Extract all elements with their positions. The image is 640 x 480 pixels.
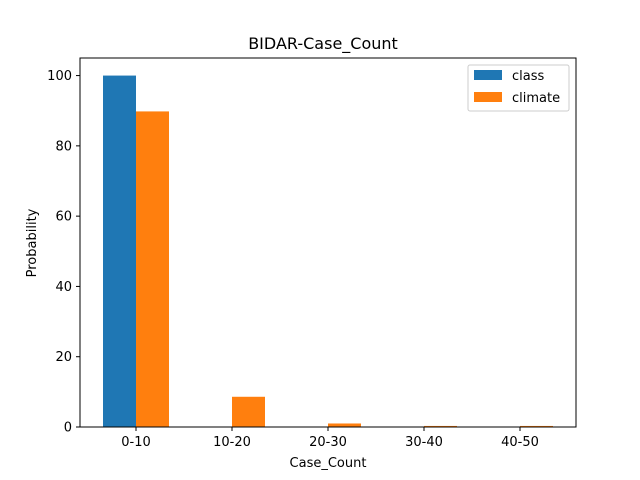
x-tick-label: 30-40 — [405, 435, 443, 450]
bar-class-0-10 — [103, 75, 136, 428]
legend-swatch-climate — [474, 92, 502, 102]
bar-climate-30-40 — [424, 425, 457, 427]
x-axis-label: Case_Count — [290, 456, 367, 471]
chart-title: BIDAR-Case_Count — [248, 34, 398, 54]
y-tick-label: 80 — [55, 139, 72, 154]
y-tick-label: 40 — [55, 280, 72, 295]
legend: class climate — [467, 64, 570, 112]
y-tick-label: 60 — [55, 210, 72, 225]
x-tick-label: 10-20 — [213, 435, 251, 450]
bar-climate-0-10 — [136, 111, 169, 427]
plot-frame — [79, 57, 577, 428]
x-tick-label: 40-50 — [501, 435, 539, 450]
y-axis-ticks: 0 20 40 60 80 100 — [47, 69, 80, 436]
y-tick-label: 20 — [55, 350, 72, 365]
legend-swatch-class — [474, 70, 502, 80]
bar-climate-20-30 — [328, 423, 361, 427]
legend-label-class: class — [512, 69, 544, 84]
x-tick-label: 20-30 — [309, 435, 347, 450]
y-tick-label: 0 — [64, 421, 72, 436]
bars-group — [103, 75, 553, 428]
bar-climate-10-20 — [232, 396, 265, 427]
y-tick-label: 100 — [47, 69, 72, 84]
bar-climate-40-50 — [520, 425, 553, 427]
legend-label-climate: climate — [512, 91, 560, 106]
x-axis-ticks: 0-10 10-20 20-30 30-40 40-50 — [121, 427, 539, 450]
x-tick-label: 0-10 — [121, 435, 151, 450]
y-axis-label: Probability — [25, 208, 40, 277]
